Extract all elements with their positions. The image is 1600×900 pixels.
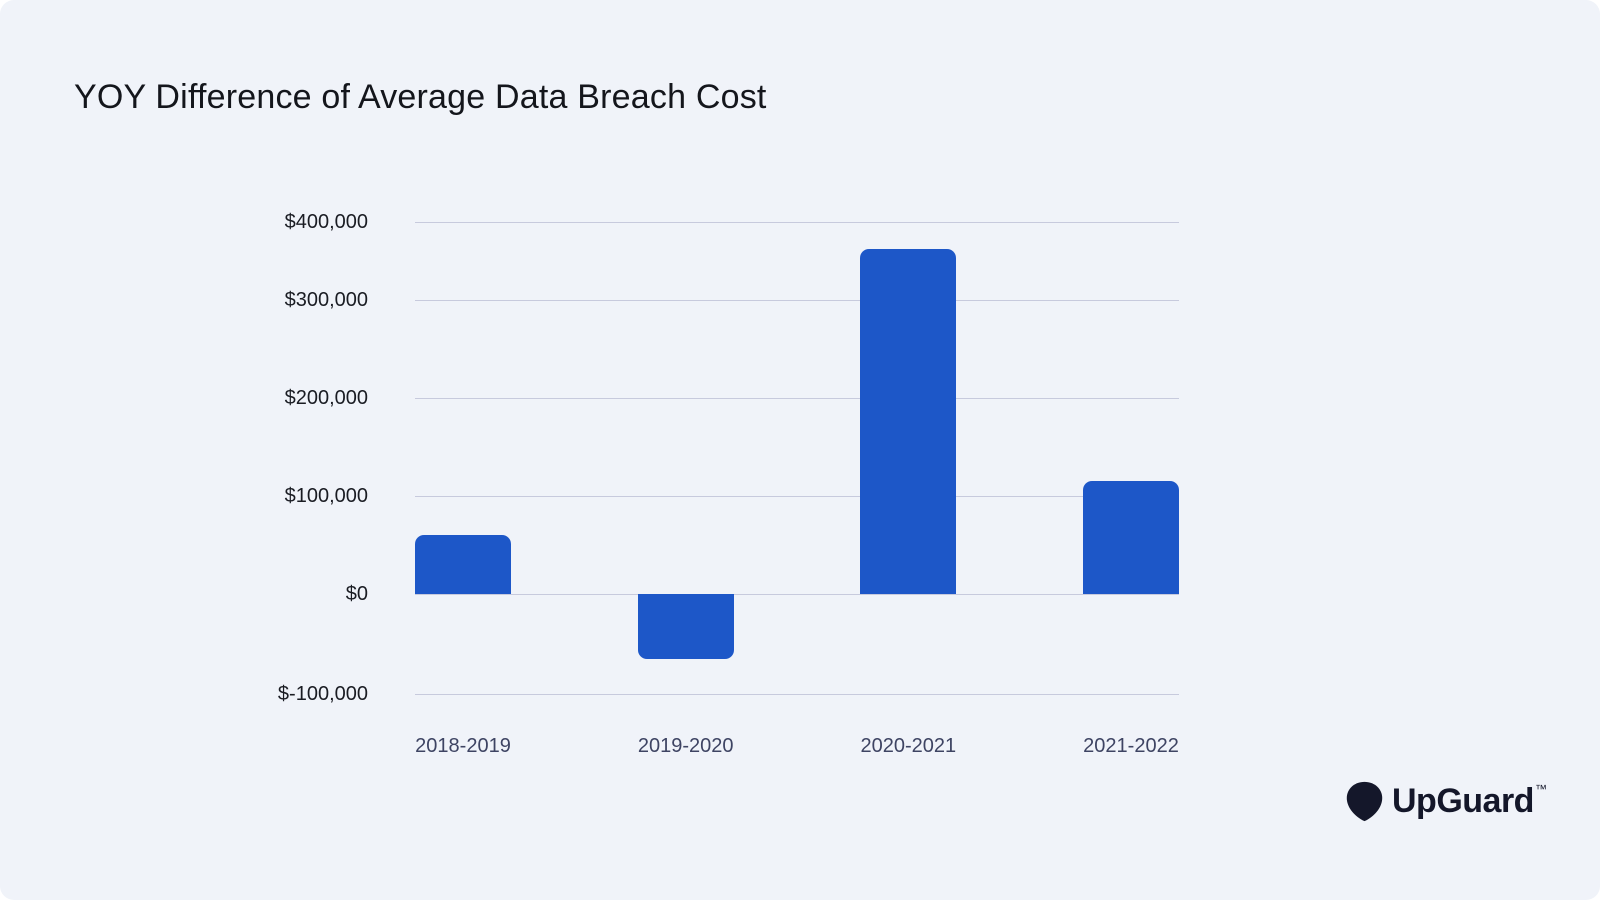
x-axis-label-2021-2022: 2021-2022 <box>1083 735 1179 757</box>
y-axis-tick-label: $100,000 <box>284 485 368 507</box>
bar-2018-2019 <box>415 535 511 594</box>
y-axis-tick-label: $-100,000 <box>277 683 368 705</box>
bar-2020-2021 <box>860 249 957 594</box>
bar-2021-2022 <box>1083 481 1179 594</box>
upguard-logo: UpGuard ™ <box>1346 779 1547 823</box>
y-axis-tick-label: $200,000 <box>284 387 368 409</box>
y-axis-tick-label: $0 <box>345 583 368 605</box>
chart-title: YOY Difference of Average Data Breach Co… <box>74 78 767 116</box>
trademark-symbol: ™ <box>1534 782 1547 796</box>
x-axis-label-2019-2020: 2019-2020 <box>637 735 734 757</box>
gridline <box>415 222 1179 223</box>
gridline <box>415 300 1179 301</box>
gridline <box>415 496 1179 497</box>
bar-2019-2020 <box>637 594 734 659</box>
x-axis-label-2018-2019: 2018-2019 <box>415 735 511 757</box>
upguard-pick-icon <box>1346 781 1383 821</box>
gridline <box>415 398 1179 399</box>
y-axis-tick-label: $300,000 <box>284 289 368 311</box>
gridline <box>415 594 1179 595</box>
logo-wordmark: UpGuard <box>1392 781 1534 820</box>
y-axis-tick-label: $400,000 <box>284 211 368 233</box>
gridline <box>415 694 1179 695</box>
x-axis-label-2020-2021: 2020-2021 <box>860 735 957 757</box>
